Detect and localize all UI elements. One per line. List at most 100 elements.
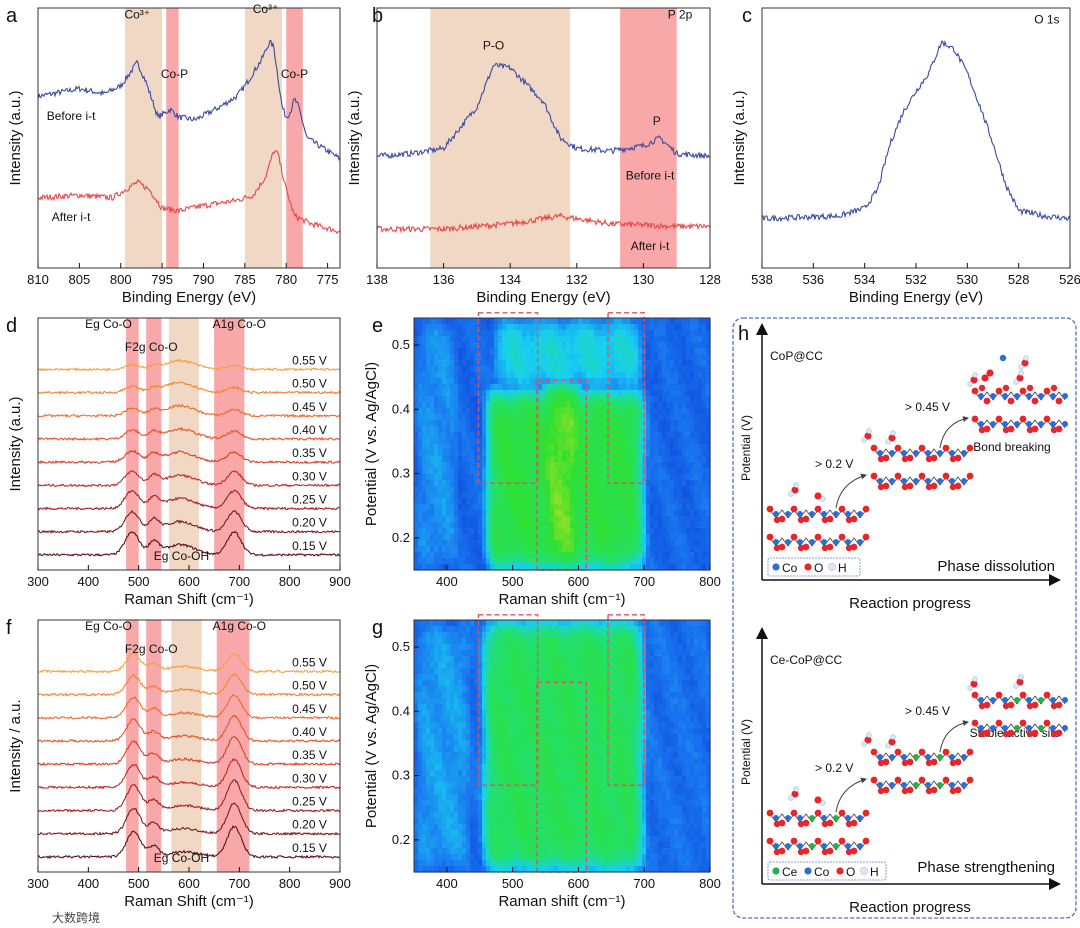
heatmap-cell: [586, 390, 591, 397]
heatmap-cell: [422, 408, 427, 415]
heatmap-cell: [582, 486, 587, 493]
heatmap-cell: [526, 728, 531, 735]
heatmap-cell: [502, 390, 507, 397]
heatmap-cell: [490, 486, 495, 493]
heatmap-cell: [670, 354, 675, 361]
heatmap-cell: [518, 324, 523, 331]
heatmap-cell: [654, 558, 659, 565]
heatmap-cell: [674, 384, 679, 391]
heatmap-cell: [518, 564, 523, 571]
heatmap-cell: [470, 360, 475, 367]
heatmap-cell: [470, 842, 475, 849]
heatmap-cell: [606, 372, 611, 379]
heatmap-cell: [438, 620, 443, 627]
heatmap-cell: [418, 342, 423, 349]
heatmap-cell: [694, 414, 699, 421]
heatmap-cell: [682, 324, 687, 331]
heatmap-cell: [502, 450, 507, 457]
heatmap-cell: [662, 330, 667, 337]
heatmap-cell: [558, 318, 563, 325]
heatmap-cell: [482, 650, 487, 657]
heatmap-cell: [470, 674, 475, 681]
heatmap-cell: [482, 528, 487, 535]
heatmap-cell: [542, 824, 547, 831]
heatmap-cell: [674, 492, 679, 499]
heatmap-cell: [658, 414, 663, 421]
heatmap-cell: [438, 668, 443, 675]
heatmap-cell: [454, 534, 459, 541]
heatmap-cell: [534, 740, 539, 747]
heatmap-cell: [514, 534, 519, 541]
heatmap-cell: [522, 522, 527, 529]
heatmap-cell: [610, 474, 615, 481]
heatmap-cell: [414, 432, 419, 439]
heatmap-cell: [482, 734, 487, 741]
heatmap-cell: [570, 504, 575, 511]
heatmap-cell: [570, 824, 575, 831]
heatmap-cell: [558, 776, 563, 783]
heatmap-cell: [542, 540, 547, 547]
heatmap-cell: [526, 396, 531, 403]
heatmap-cell: [558, 830, 563, 837]
heatmap-cell: [490, 558, 495, 565]
heatmap-cell: [422, 348, 427, 355]
heatmap-cell: [658, 564, 663, 571]
heatmap-cell: [570, 462, 575, 469]
heatmap-cell: [454, 776, 459, 783]
heatmap-cell: [562, 692, 567, 699]
heatmap-cell: [682, 486, 687, 493]
heatmap-cell: [514, 420, 519, 427]
heatmap-cell: [458, 558, 463, 565]
heatmap-cell: [538, 722, 543, 729]
heatmap-cell: [414, 734, 419, 741]
heatmap-cell: [462, 438, 467, 445]
heatmap-cell: [598, 450, 603, 457]
heatmap-cell: [430, 492, 435, 499]
heatmap-cell: [458, 776, 463, 783]
heatmap-cell: [490, 806, 495, 813]
heatmap-cell: [622, 402, 627, 409]
heatmap-cell: [478, 498, 483, 505]
heatmap-cell: [462, 824, 467, 831]
heatmap-cell: [554, 510, 559, 517]
heatmap-cell: [674, 360, 679, 367]
heatmap-cell: [542, 758, 547, 765]
heatmap-cell: [434, 716, 439, 723]
heatmap-cell: [534, 632, 539, 639]
heatmap-cell: [450, 782, 455, 789]
heatmap-cell: [454, 510, 459, 517]
heatmap-cell: [570, 384, 575, 391]
heatmap-cell: [514, 378, 519, 385]
heatmap-cell: [462, 650, 467, 657]
heatmap-cell: [494, 662, 499, 669]
heatmap-cell: [534, 546, 539, 553]
heatmap-cell: [562, 740, 567, 747]
annotation: A1g Co-O: [213, 619, 266, 633]
heatmap-cell: [534, 692, 539, 699]
heatmap-cell: [562, 486, 567, 493]
axes-frame: [37, 7, 341, 269]
heatmap-cell: [494, 710, 499, 717]
heatmap-cell: [426, 534, 431, 541]
heatmap-cell: [650, 468, 655, 475]
heatmap-cell: [522, 824, 527, 831]
heatmap-cell: [534, 516, 539, 523]
heatmap-cell: [438, 686, 443, 693]
heatmap-cell: [426, 668, 431, 675]
heatmap-cell: [446, 656, 451, 663]
heatmap-cell: [590, 522, 595, 529]
heatmap-cell: [538, 752, 543, 759]
heatmap-cell: [422, 818, 427, 825]
heatmap-cell: [502, 444, 507, 451]
heatmap-cell: [542, 674, 547, 681]
heatmap-cell: [566, 402, 571, 409]
heatmap-cell: [598, 414, 603, 421]
heatmap-cell: [494, 432, 499, 439]
heatmap-cell: [466, 866, 471, 873]
heatmap-cell: [630, 558, 635, 565]
heatmap-cell: [438, 740, 443, 747]
heatmap-cell: [462, 336, 467, 343]
heatmap-cell: [490, 818, 495, 825]
heatmap-cell: [542, 782, 547, 789]
